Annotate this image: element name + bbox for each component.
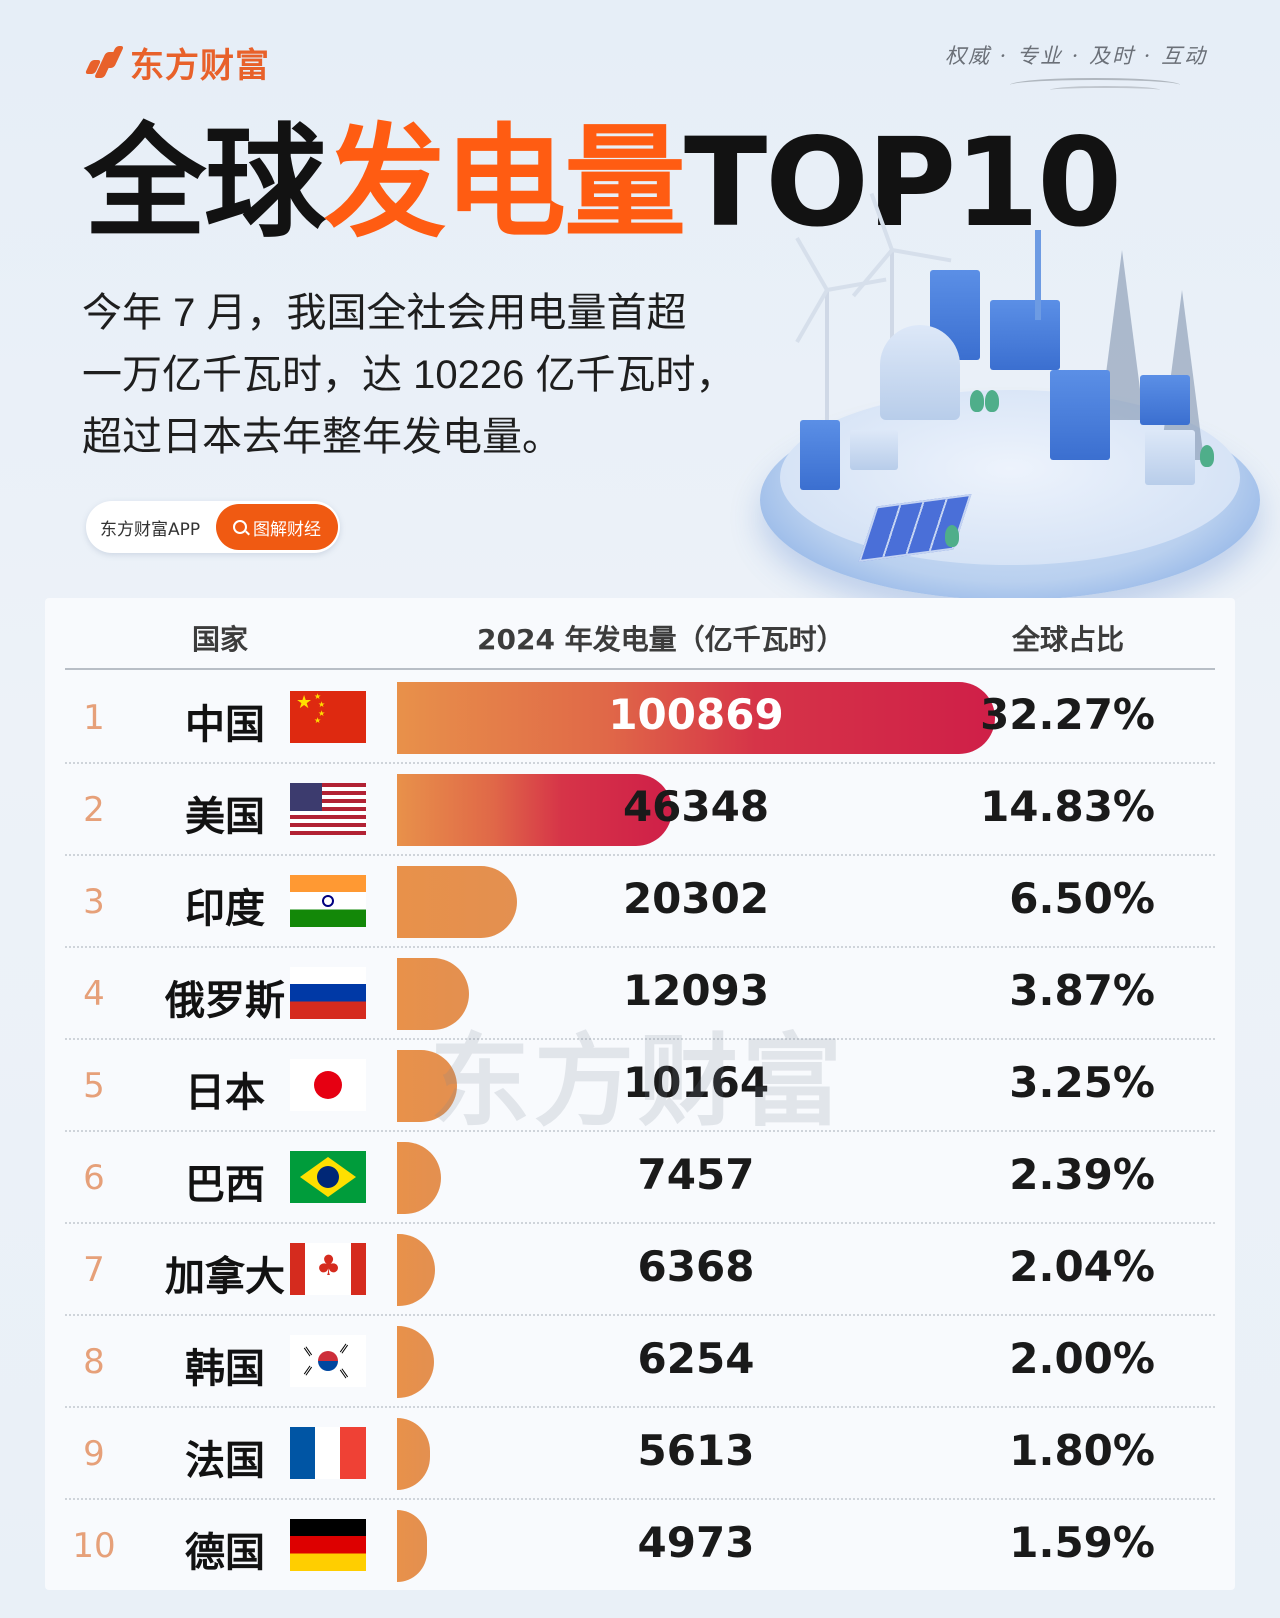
rank: 6 bbox=[83, 1158, 105, 1198]
global-share: 3.25% bbox=[1009, 1058, 1155, 1107]
global-share: 32.27% bbox=[980, 690, 1155, 739]
search-tag-label: 图解财经 bbox=[253, 519, 321, 540]
ru-flag-icon bbox=[290, 967, 366, 1019]
table-row: 7 加拿大 ♣ 6368 2.04% bbox=[45, 1224, 1235, 1316]
country-name: 巴西 bbox=[185, 1162, 265, 1208]
subtitle-line: 今年 7 月，我国全社会用电量首超 bbox=[82, 291, 687, 335]
country-name: 中国 bbox=[185, 702, 265, 748]
generation-value: 7457 bbox=[637, 1150, 755, 1199]
global-share: 2.39% bbox=[1009, 1150, 1155, 1199]
fr-flag-icon bbox=[290, 1427, 366, 1479]
value-bar bbox=[397, 958, 469, 1030]
brand-logo: 东方财富 bbox=[84, 38, 270, 87]
header-divider bbox=[65, 668, 1215, 670]
country-name: 日本 bbox=[185, 1070, 265, 1116]
country-name: 俄罗斯 bbox=[165, 978, 285, 1024]
title-part-1: 全球 bbox=[84, 112, 326, 254]
rank: 7 bbox=[83, 1250, 105, 1290]
table-row: 1 中国 ★ ★ ★ ★ ★ 100869 32.27% bbox=[45, 672, 1235, 764]
title-part-3: TOP10 bbox=[684, 112, 1122, 254]
page-title: 全球发电量TOP10 bbox=[84, 118, 1122, 248]
brand-logo-icon bbox=[84, 45, 125, 80]
country-name: 印度 bbox=[185, 886, 265, 932]
column-header-share: 全球占比 bbox=[1012, 623, 1125, 656]
generation-value: 6254 bbox=[637, 1334, 755, 1383]
ranking-table: 国家 2024 年发电量（亿千瓦时） 全球占比 1 中国 ★ ★ ★ ★ ★ 1… bbox=[45, 598, 1235, 1590]
ca-flag-icon: ♣ bbox=[290, 1243, 366, 1295]
global-share: 14.83% bbox=[980, 782, 1155, 831]
cn-flag-icon: ★ ★ ★ ★ ★ bbox=[290, 691, 366, 743]
table-row: 6 巴西 7457 2.39% bbox=[45, 1132, 1235, 1224]
br-flag-icon bbox=[290, 1151, 366, 1203]
search-tag-button[interactable]: 图解财经 bbox=[216, 504, 338, 550]
table-row: 8 韩国 6254 2.00% bbox=[45, 1316, 1235, 1408]
app-search-pill[interactable]: 东方财富APP 图解财经 bbox=[86, 501, 340, 553]
country-name: 韩国 bbox=[185, 1346, 265, 1392]
slogan: 权威 · 专业 · 及时 · 互动 bbox=[945, 44, 1208, 68]
table-row: 10 德国 4973 1.59% bbox=[45, 1500, 1235, 1592]
title-part-2: 发电量 bbox=[324, 112, 686, 254]
de-flag-icon bbox=[290, 1519, 366, 1571]
rank: 5 bbox=[83, 1066, 105, 1106]
table-row: 2 美国 46348 14.83% bbox=[45, 764, 1235, 856]
generation-value: 100869 bbox=[608, 690, 784, 739]
table-row: 5 日本 10164 3.25% bbox=[45, 1040, 1235, 1132]
rank: 3 bbox=[83, 882, 105, 922]
brand-name: 东方财富 bbox=[130, 46, 270, 86]
kr-flag-icon bbox=[290, 1335, 366, 1387]
in-flag-icon bbox=[290, 875, 366, 927]
generation-value: 10164 bbox=[622, 1058, 770, 1107]
country-name: 加拿大 bbox=[165, 1254, 285, 1300]
column-header-value: 2024 年发电量（亿千瓦时） bbox=[477, 623, 845, 656]
country-name: 德国 bbox=[185, 1530, 265, 1576]
country-name: 法国 bbox=[185, 1438, 265, 1484]
generation-value: 12093 bbox=[622, 966, 770, 1015]
us-flag-icon bbox=[290, 783, 366, 835]
search-icon bbox=[233, 520, 247, 534]
global-share: 3.87% bbox=[1009, 966, 1155, 1015]
slogan-swoosh-decoration bbox=[1050, 86, 1160, 94]
value-bar bbox=[397, 774, 672, 846]
value-bar bbox=[397, 1050, 457, 1122]
global-share: 6.50% bbox=[1009, 874, 1155, 923]
global-share: 1.80% bbox=[1009, 1426, 1155, 1475]
generation-value: 4973 bbox=[637, 1518, 755, 1567]
country-name: 美国 bbox=[185, 794, 265, 840]
generation-value: 6368 bbox=[637, 1242, 755, 1291]
table-row: 4 俄罗斯 12093 3.87% bbox=[45, 948, 1235, 1040]
rank: 10 bbox=[72, 1526, 116, 1566]
global-share: 2.04% bbox=[1009, 1242, 1155, 1291]
power-grid-illustration bbox=[760, 192, 1260, 620]
rank: 4 bbox=[83, 974, 105, 1014]
rank: 2 bbox=[83, 790, 105, 830]
app-name-label: 东方财富APP bbox=[100, 519, 201, 540]
rank: 1 bbox=[83, 698, 105, 738]
subtitle: 今年 7 月，我国全社会用电量首超 一万亿千瓦时，达 10226 亿千瓦时， 超… bbox=[82, 282, 782, 468]
value-bar bbox=[397, 866, 517, 938]
jp-flag-icon bbox=[290, 1059, 366, 1111]
table-header: 国家 2024 年发电量（亿千瓦时） 全球占比 bbox=[45, 598, 1235, 670]
subtitle-line: 超过日本去年整年发电量。 bbox=[82, 415, 562, 459]
rank: 9 bbox=[83, 1434, 105, 1474]
value-bar bbox=[397, 682, 995, 754]
table-row: 9 法国 5613 1.80% bbox=[45, 1408, 1235, 1500]
generation-value: 46348 bbox=[622, 782, 770, 831]
global-share: 1.59% bbox=[1009, 1518, 1155, 1567]
table-row: 3 印度 20302 6.50% bbox=[45, 856, 1235, 948]
slogan-swoosh-decoration bbox=[1010, 78, 1180, 92]
subtitle-line: 一万亿千瓦时，达 10226 亿千瓦时， bbox=[82, 353, 736, 397]
column-header-country: 国家 bbox=[192, 623, 249, 656]
rank: 8 bbox=[83, 1342, 105, 1382]
global-share: 2.00% bbox=[1009, 1334, 1155, 1383]
generation-value: 20302 bbox=[622, 874, 770, 923]
generation-value: 5613 bbox=[637, 1426, 755, 1475]
